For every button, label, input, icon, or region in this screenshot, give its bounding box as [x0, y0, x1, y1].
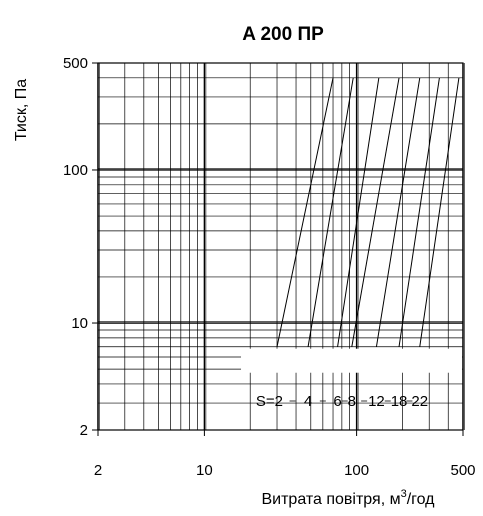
y-tick-label: 500 [63, 55, 88, 72]
x-axis-ticks: 2 10 100 500 [94, 430, 476, 479]
series-label-s2: S=2 [256, 393, 283, 410]
series-line-s2 [276, 77, 334, 347]
x-axis-label: Витрата повітря, м3/год [261, 488, 435, 508]
series-label-s4: 4 [304, 393, 312, 410]
series-lines [276, 77, 460, 347]
series-label-s18: 18 [391, 393, 408, 410]
series-line-s12 [375, 77, 421, 347]
x-tick-label: 10 [196, 462, 213, 479]
series-line-s8 [351, 77, 400, 347]
series-label-s22: 22 [411, 393, 428, 410]
series-labels: S=2 4 6 8 12 18 22 [241, 348, 462, 410]
chart-title: A 200 ПР [242, 24, 324, 45]
series-label-s6: 6 [333, 393, 341, 410]
x-tick-label: 2 [94, 462, 102, 479]
y-axis-ticks: 2 10 100 500 [63, 55, 98, 439]
y-tick-label: 10 [71, 315, 88, 332]
x-tick-label: 500 [450, 462, 475, 479]
x-tick-label: 100 [344, 462, 369, 479]
y-tick-label: 100 [63, 162, 88, 179]
plot-frame [97, 62, 464, 431]
grid [97, 62, 465, 431]
series-label-s12: 12 [368, 393, 385, 410]
series-line-s22 [419, 77, 460, 347]
y-tick-label: 2 [80, 422, 88, 439]
series-line-s4 [307, 77, 354, 347]
y-axis-label: Тиск, Па [13, 79, 30, 141]
series-label-s8: 8 [348, 393, 356, 410]
series-line-s6 [337, 77, 380, 347]
plot-border [97, 62, 464, 431]
series-line-s18 [398, 77, 440, 347]
series-label-backdrop [241, 348, 462, 373]
